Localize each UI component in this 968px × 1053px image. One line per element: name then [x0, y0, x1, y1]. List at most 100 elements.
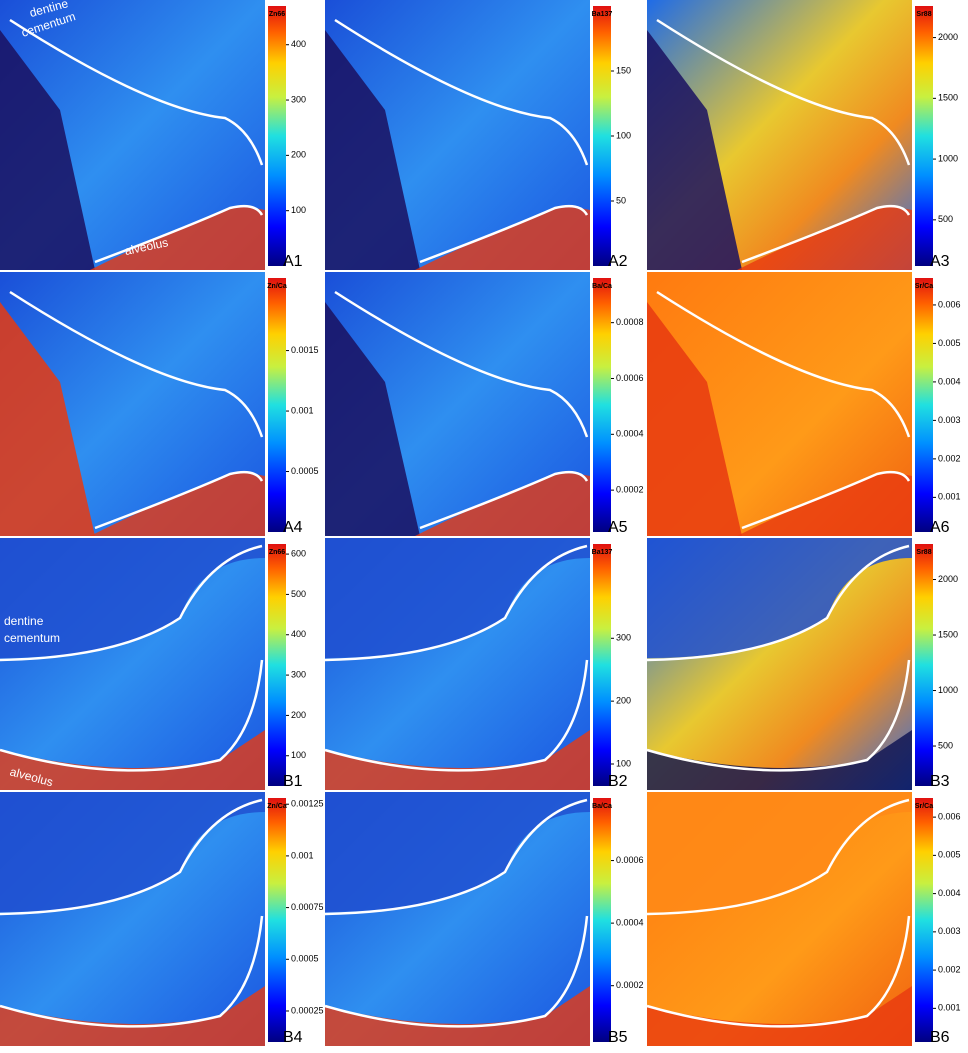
panel-label: B2 — [608, 773, 628, 790]
colorbar-tick-label: 0.0004 — [616, 429, 644, 439]
colorbar-tick-label: 0.0002 — [616, 485, 644, 495]
boundary — [419, 204, 589, 264]
colorbar-tick-label: 1000 — [938, 153, 958, 163]
background-region — [325, 302, 420, 536]
panel: Zn/Ca 0.0005 0.001 0.0015 A4 — [0, 272, 319, 536]
colorbar-tick-label: 400 — [291, 39, 306, 49]
colorbar-tick-label: 0.002 — [938, 964, 961, 974]
colorbar — [915, 544, 933, 786]
colorbar-tick-label: 2000 — [938, 32, 958, 42]
alveolus-region — [737, 471, 912, 536]
colorbar-tick-label: 0.0006 — [616, 855, 644, 865]
colorbar-tick-label: 1000 — [938, 685, 958, 695]
background-region — [0, 30, 95, 270]
panel: Zn/Ca 0.00025 0.0005 0.00075 0.001 0.00125 B4 — [0, 792, 324, 1046]
colorbar-title: Ba/Ca — [592, 803, 612, 810]
boundary — [324, 659, 589, 772]
colorbar — [915, 6, 933, 266]
alveolus-region — [737, 205, 912, 270]
colorbar-tick-label: 300 — [291, 94, 306, 104]
bottom-region — [0, 986, 265, 1046]
bottom-region — [647, 730, 912, 790]
colorbar — [593, 6, 611, 266]
background-region — [0, 302, 95, 536]
boundary — [94, 204, 264, 264]
panel: Sr/Ca 0.001 0.002 0.003 0.004 0.005 0.006 A6 — [647, 272, 961, 536]
colorbar-tick-label: 600 — [291, 548, 306, 558]
colorbar-tick-label: 100 — [616, 758, 631, 768]
colorbar-title: Sr/Ca — [915, 283, 933, 290]
boundary — [646, 659, 911, 772]
panel-label: A6 — [930, 519, 950, 536]
bottom-region — [647, 986, 912, 1046]
colorbar-tick-label: 400 — [291, 629, 306, 639]
colorbar-tick-label: 0.005 — [938, 850, 961, 860]
colorbar-title: Ba137 — [592, 11, 613, 18]
colorbar — [593, 278, 611, 532]
background-region — [647, 30, 742, 270]
boundary — [419, 470, 589, 530]
boundary — [0, 798, 263, 916]
boundary — [646, 798, 910, 916]
panel-label: B1 — [283, 773, 303, 790]
alveolus-region — [90, 471, 265, 536]
colorbar-tick-label: 0.001 — [938, 492, 961, 502]
bottom-region — [325, 730, 590, 790]
colorbar-tick-label: 0.001 — [938, 1003, 961, 1013]
colorbar — [268, 544, 286, 786]
top-region — [0, 792, 265, 912]
panel-label: A4 — [283, 519, 303, 536]
colorbar-tick-label: 300 — [616, 633, 631, 643]
panel-label: A1 — [283, 253, 303, 270]
colorbar — [268, 798, 286, 1042]
boundary — [334, 18, 589, 166]
colorbar-tick-label: 0.004 — [938, 376, 961, 386]
boundary — [656, 18, 911, 166]
colorbar-tick-label: 0.001 — [291, 405, 314, 415]
panel: Ba/Ca 0.0002 0.0004 0.0006 0.0008 A5 — [325, 272, 644, 536]
colorbar-tick-label: 0.003 — [938, 926, 961, 936]
colorbar-tick-label: 1500 — [938, 93, 958, 103]
top-region — [647, 792, 912, 912]
boundary — [324, 544, 588, 662]
colorbar-tick-label: 0.0002 — [616, 980, 644, 990]
colorbar-tick-label: 200 — [291, 710, 306, 720]
bottom-region — [0, 730, 265, 790]
alveolus-region — [90, 205, 265, 270]
annotation: dentine — [4, 614, 44, 628]
boundary — [334, 290, 589, 438]
colorbar-tick-label: 0.005 — [938, 338, 961, 348]
top-region — [325, 538, 590, 658]
panel: Ba/Ca 0.0002 0.0004 0.0006 B5 — [324, 792, 644, 1046]
colorbar-tick-label: 0.0004 — [616, 918, 644, 928]
colorbar-tick-label: 0.0008 — [616, 317, 644, 327]
colorbar-tick-label: 100 — [616, 130, 631, 140]
colorbar-tick-label: 300 — [291, 669, 306, 679]
panel: Sr/Ca 0.001 0.002 0.003 0.004 0.005 0.006 B6 — [646, 792, 961, 1046]
colorbar-tick-label: 0.00075 — [291, 902, 324, 912]
boundary — [324, 798, 588, 916]
panel: Ba137 50 100 150 A2 — [325, 0, 631, 270]
alveolus-region — [415, 471, 590, 536]
boundary — [741, 470, 911, 530]
top-region — [647, 538, 912, 658]
colorbar-title: Zn/Ca — [267, 283, 287, 290]
colorbar-title: Zn66 — [269, 11, 285, 18]
boundary — [741, 204, 911, 264]
colorbar-title: Ba/Ca — [592, 283, 612, 290]
panel-label: A5 — [608, 519, 628, 536]
bottom-region — [325, 986, 590, 1046]
colorbar-title: Ba137 — [592, 549, 613, 556]
colorbar-tick-label: 0.00125 — [291, 799, 324, 809]
colorbar — [268, 278, 286, 532]
colorbar-tick-label: 0.004 — [938, 888, 961, 898]
top-region — [0, 538, 265, 658]
colorbar-tick-label: 2000 — [938, 574, 958, 584]
boundary — [0, 544, 263, 662]
colorbar — [593, 544, 611, 786]
boundary — [656, 290, 911, 438]
colorbar-tick-label: 0.006 — [938, 299, 961, 309]
colorbar-title: Sr/Ca — [915, 803, 933, 810]
colorbar-title: Sr88 — [916, 549, 931, 556]
